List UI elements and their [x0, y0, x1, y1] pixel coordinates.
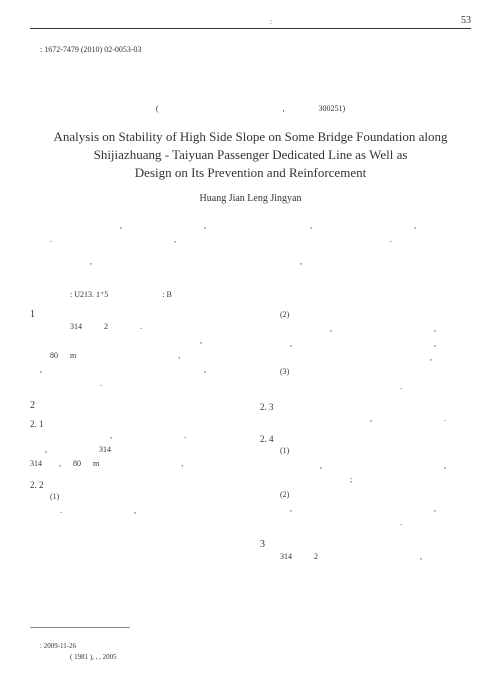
para-2b: (2) — [280, 488, 470, 502]
body-line: . — [260, 516, 470, 530]
article-id: : 1672-7479 (2010) 02-0053-03 — [40, 45, 471, 54]
section-23: 2. 3 — [260, 402, 470, 412]
para-2: (2) — [280, 308, 470, 322]
body-line: . — [70, 377, 240, 391]
body-line: , — [260, 351, 470, 365]
title-line1: Analysis on Stability of High Side Slope… — [30, 128, 471, 146]
abstract-fragment: , , — [30, 219, 240, 233]
para-1: (1) — [50, 490, 240, 504]
title-line2: Shijiazhuang - Taiyuan Passenger Dedicat… — [30, 146, 471, 164]
para-1b: (1) — [280, 444, 470, 458]
classification: : U213. 1⁺5 : B — [30, 290, 240, 299]
received-date: : 2009-11-26 — [40, 641, 117, 652]
paper-title: Analysis on Stability of High Side Slope… — [30, 128, 471, 183]
udc-code: : U213. 1⁺5 — [70, 290, 108, 299]
body-line: , , — [30, 363, 240, 377]
body-line: ; — [260, 473, 470, 487]
doc-code: : B — [162, 290, 172, 299]
section-24: 2. 4 — [260, 434, 470, 444]
section-3: 3 — [260, 539, 470, 550]
abstract-fragment3: , — [30, 255, 240, 269]
section-2: 2 — [30, 400, 240, 411]
page-number: 53 — [461, 15, 471, 26]
body-line: , , — [260, 459, 470, 473]
body-columns: , , . , , : U213. 1⁺5 : B 1 314 2 . , 80… — [30, 219, 471, 599]
author-bio: ( 1981 ), , , 2005 — [70, 652, 117, 663]
body-line: , 314 — [30, 443, 240, 457]
section-22: 2. 2 — [30, 480, 240, 490]
body-line: , , — [260, 337, 470, 351]
body-line: 80 m , — [50, 349, 240, 363]
body-line: 314 2 , — [280, 550, 470, 564]
body-line: . , — [30, 504, 240, 518]
authors: Huang Jian Leng Jingyan — [30, 193, 471, 204]
right-column: , , . , (2) , , , , , (3) . 2. 3 , . 2. — [260, 219, 470, 565]
body-line: , , — [260, 502, 470, 516]
body-line: , — [30, 334, 240, 348]
body-line: 314 2 . — [70, 320, 240, 334]
body-line: , , — [260, 322, 470, 336]
left-column: , , . , , : U213. 1⁺5 : B 1 314 2 . , 80… — [30, 219, 240, 519]
header-colon: : — [270, 18, 272, 26]
footnote-block: : 2009-11-26 ( 1981 ), , , 2005 — [40, 641, 117, 663]
affiliation-line: ( , 300251) — [30, 104, 471, 113]
affiliation-comma: , — [283, 104, 285, 113]
title-line3: Design on Its Prevention and Reinforceme… — [30, 164, 471, 182]
body-line: 314 , 80 m , — [30, 457, 240, 471]
header-rule — [30, 28, 471, 29]
affiliation-postal: 300251) — [319, 104, 346, 113]
section-1: 1 — [30, 309, 240, 320]
affiliation-open: ( — [156, 104, 159, 113]
footnote-rule — [30, 627, 130, 628]
body-line: , . — [30, 429, 240, 443]
body-line: . — [260, 380, 470, 394]
body-line: , , — [260, 219, 470, 233]
body-line: , . — [260, 412, 470, 426]
abstract-fragment2: . , — [30, 233, 240, 247]
body-line: . — [260, 233, 470, 247]
section-21: 2. 1 — [30, 419, 240, 429]
body-line: , — [260, 255, 470, 269]
para-3: (3) — [280, 365, 470, 379]
